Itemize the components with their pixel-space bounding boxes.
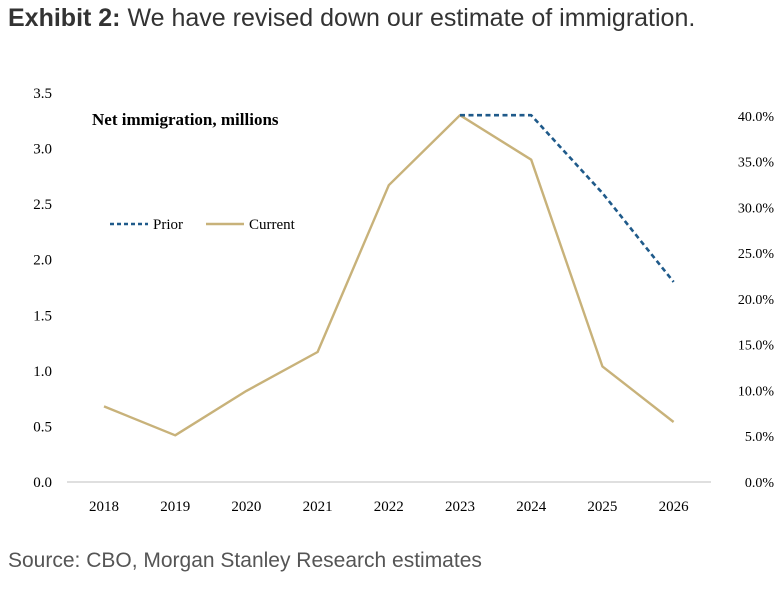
chart-annotation: Net immigration, millions xyxy=(92,110,279,129)
y-tick-label: 2.5 xyxy=(33,197,52,213)
source-note: Source: CBO, Morgan Stanley Research est… xyxy=(8,549,482,572)
y2-tick-label: 15.0% xyxy=(738,339,775,354)
x-tick-label: 2019 xyxy=(160,499,190,515)
y-axis-right: 0.0% 5.0% 10.0% 15.0% 20.0% 25.0% 30.0% 35.0% 40… xyxy=(738,110,775,491)
exhibit-label: Exhibit 2: xyxy=(8,4,121,32)
y2-tick-label: 25.0% xyxy=(738,247,775,262)
y2-tick-label: 40.0% xyxy=(738,110,775,125)
y2-tick-label: 0.0% xyxy=(745,476,775,491)
x-tick-label: 2018 xyxy=(89,499,119,515)
legend-current-label: Current xyxy=(249,217,296,233)
y-tick-label: 3.0 xyxy=(33,142,52,158)
x-tick-label: 2022 xyxy=(374,499,404,515)
immigration-line-chart: 0.0 0.5 1.0 1.5 2.0 2.5 3.0 3.5 0.0% 5.0% 10.0% 15… xyxy=(33,86,775,515)
exhibit-title-text: We have revised down our estimate of imm… xyxy=(127,4,696,32)
x-tick-label: 2021 xyxy=(303,499,333,515)
y2-tick-label: 20.0% xyxy=(738,293,775,308)
y-tick-label: 0.5 xyxy=(33,419,52,435)
x-tick-label: 2026 xyxy=(659,499,690,515)
series-lines xyxy=(103,113,675,437)
legend: Prior Current xyxy=(110,217,296,233)
x-axis: 2018 2019 2020 2021 2022 2023 2024 2025 2026 xyxy=(67,481,711,515)
legend-prior-label: Prior xyxy=(153,217,183,233)
y2-tick-label: 30.0% xyxy=(738,201,775,216)
series-line-prior xyxy=(460,113,675,283)
exhibit-title: Exhibit 2: We have revised down our esti… xyxy=(8,4,695,33)
y2-tick-label: 35.0% xyxy=(738,156,775,171)
series-line-current xyxy=(103,114,675,437)
y-tick-label: 3.5 xyxy=(33,86,52,102)
x-tick-label: 2025 xyxy=(587,499,617,515)
y-tick-label: 1.5 xyxy=(33,308,52,324)
y-tick-label: 2.0 xyxy=(33,253,52,269)
y-tick-label: 1.0 xyxy=(33,364,52,380)
x-tick-label: 2024 xyxy=(516,499,547,515)
y2-tick-label: 10.0% xyxy=(738,384,775,399)
x-tick-label: 2023 xyxy=(445,499,475,515)
x-tick-label: 2020 xyxy=(231,499,261,515)
y-tick-label: 0.0 xyxy=(33,475,52,491)
y-axis-left: 0.0 0.5 1.0 1.5 2.0 2.5 3.0 3.5 xyxy=(33,86,52,491)
y2-tick-label: 5.0% xyxy=(745,430,775,445)
